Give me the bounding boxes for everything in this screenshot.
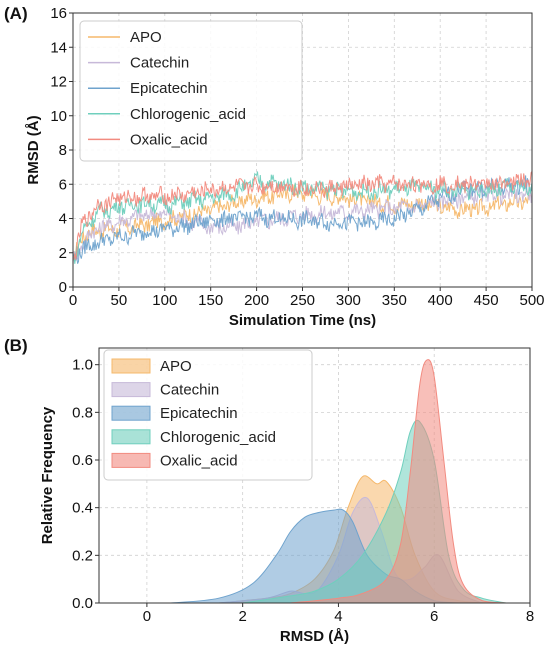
panel-b-series bbox=[170, 359, 507, 604]
x-tick-label: 350 bbox=[382, 292, 407, 309]
legend-label: Chlorogenic_acid bbox=[130, 106, 246, 123]
x-tick-label: 0 bbox=[69, 292, 77, 309]
y-tick-label: 2 bbox=[59, 245, 67, 262]
x-tick-label: 100 bbox=[152, 292, 177, 309]
panel-b-y-axis-label: Relative Frequency bbox=[39, 406, 56, 544]
legend-box bbox=[103, 349, 313, 481]
x-tick-label: 50 bbox=[111, 292, 128, 309]
x-tick-label: 0 bbox=[143, 608, 151, 625]
y-tick-label: 0.8 bbox=[72, 404, 93, 421]
y-tick-label: 12 bbox=[50, 74, 67, 91]
panel-a-label: (A) bbox=[4, 4, 28, 23]
panel-b-y-ticks: 0.0 0.2 0.4 0.6 0.8 1.0 bbox=[72, 357, 99, 612]
x-tick-label: 4 bbox=[334, 608, 342, 625]
panel-b-x-ticks: 0 2 4 6 8 bbox=[143, 603, 534, 625]
series-area-oxalic-acid bbox=[290, 359, 507, 604]
panel-a-legend: APO Catechin Epicatechin Chlorogenic_acid Ox… bbox=[79, 20, 303, 162]
x-tick-label: 250 bbox=[290, 292, 315, 309]
x-tick-label: 6 bbox=[430, 608, 438, 625]
legend-label: Catechin bbox=[160, 382, 219, 399]
panel-a-x-axis-label: Simulation Time (ns) bbox=[229, 312, 376, 329]
panel-b-plot-frame bbox=[98, 347, 531, 604]
legend-label: Oxalic_acid bbox=[130, 131, 208, 148]
y-tick-label: 8 bbox=[59, 142, 67, 159]
y-tick-label: 10 bbox=[50, 108, 67, 125]
series-line-chlorogenic-acid bbox=[72, 171, 533, 264]
y-tick-label: 0 bbox=[59, 279, 67, 296]
panel-b-label: (B) bbox=[4, 336, 28, 355]
x-tick-label: 8 bbox=[526, 608, 534, 625]
panel-a-y-ticks: 0 2 4 6 8 10 12 14 16 bbox=[50, 5, 73, 296]
x-tick-label: 500 bbox=[519, 292, 544, 309]
legend-label: Epicatechin bbox=[160, 405, 238, 422]
x-tick-label: 2 bbox=[238, 608, 246, 625]
x-tick-label: 300 bbox=[336, 292, 361, 309]
y-tick-label: 0.6 bbox=[72, 452, 93, 469]
x-tick-label: 200 bbox=[244, 292, 269, 309]
legend-swatch bbox=[111, 429, 151, 445]
panel-a-x-ticks: 0 50 100 150 200 250 300 350 400 450 500 bbox=[69, 287, 545, 309]
panel-a-y-axis-label: RMSD (Å) bbox=[25, 115, 42, 184]
legend-swatch bbox=[111, 358, 151, 374]
y-tick-label: 0.0 bbox=[72, 595, 93, 612]
y-tick-label: 6 bbox=[59, 176, 67, 193]
panel-a-series bbox=[72, 171, 533, 265]
legend-box bbox=[79, 20, 303, 162]
y-tick-label: 0.4 bbox=[72, 500, 93, 517]
legend-swatch bbox=[111, 382, 151, 398]
panel-b-rmsd-distribution: (B) 0 2 4 6 8 0.0 0.2 0.4 0.6 0.8 1.0 RMSD (Å) Re… bbox=[4, 336, 534, 645]
y-tick-label: 4 bbox=[59, 211, 67, 228]
series-line-oxalic-acid bbox=[72, 171, 533, 261]
legend-label: Chlorogenic_acid bbox=[160, 429, 276, 446]
panel-b-legend: APO Catechin Epicatechin Chlorogenic_acid Ox… bbox=[103, 349, 313, 481]
legend-label: Epicatechin bbox=[130, 80, 208, 97]
legend-label: Catechin bbox=[130, 55, 189, 72]
legend-swatch bbox=[111, 405, 151, 421]
x-tick-label: 150 bbox=[198, 292, 223, 309]
series-line-apo bbox=[72, 184, 533, 262]
legend-label: APO bbox=[130, 29, 162, 46]
y-tick-label: 0.2 bbox=[72, 547, 93, 564]
legend-label: Oxalic_acid bbox=[160, 452, 238, 469]
panel-b-x-axis-label: RMSD (Å) bbox=[280, 628, 349, 645]
y-tick-label: 1.0 bbox=[72, 357, 93, 374]
x-tick-label: 450 bbox=[474, 292, 499, 309]
panel-a-rmsd-time: (A) 0 50 100 150 200 250 300 350 400 450 500 0 2 4 6 8… bbox=[4, 4, 545, 329]
y-tick-label: 16 bbox=[50, 5, 67, 22]
y-tick-label: 14 bbox=[50, 39, 67, 56]
x-tick-label: 400 bbox=[428, 292, 453, 309]
legend-swatch bbox=[111, 452, 151, 468]
legend-label: APO bbox=[160, 358, 192, 375]
